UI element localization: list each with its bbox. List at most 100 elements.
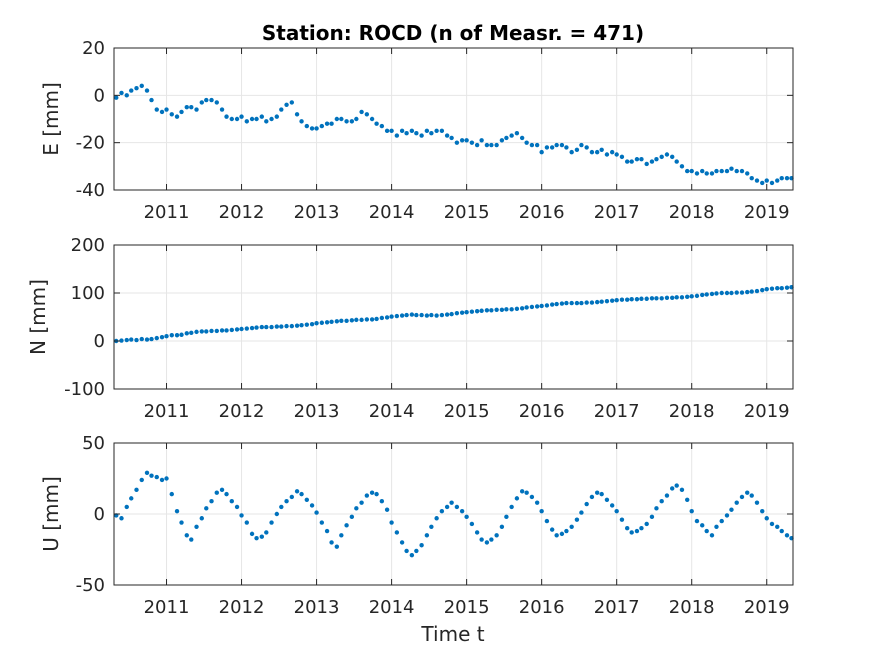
east-data-point	[394, 133, 400, 138]
up-data-point	[439, 508, 445, 514]
up-data-point	[644, 521, 649, 527]
east-data-point	[319, 123, 325, 129]
east-data-point	[154, 107, 159, 112]
east-data-point	[694, 171, 700, 176]
north-data-point	[404, 312, 409, 318]
up-data-point	[469, 521, 475, 527]
north-data-point	[529, 304, 535, 310]
east-data-point	[604, 152, 610, 157]
north-data-point	[374, 316, 379, 322]
up-data-point	[619, 517, 625, 522]
north-data-point	[199, 329, 204, 334]
north-data-point	[144, 337, 150, 342]
east-x-tick-label: 2018	[669, 202, 715, 223]
east-data-point	[284, 102, 289, 108]
north-data-point	[259, 324, 265, 330]
east-data-point	[369, 116, 375, 122]
up-data-point	[739, 494, 745, 500]
east-data-point	[219, 107, 225, 112]
up-data-point	[544, 518, 550, 524]
up-data-point	[594, 490, 600, 495]
north-data-point	[319, 320, 325, 325]
east-data-point	[119, 90, 124, 96]
up-data-point	[214, 490, 219, 495]
up-data-point	[670, 486, 675, 491]
up-data-point	[584, 501, 589, 507]
east-data-point	[249, 116, 255, 122]
up-data-point	[414, 548, 419, 554]
east-data-point	[354, 116, 359, 122]
north-data-point	[289, 323, 295, 329]
east-data-point	[724, 168, 730, 174]
east-data-point	[554, 142, 559, 148]
north-data-point	[299, 322, 304, 328]
up-data-point	[349, 514, 355, 520]
north-data-point	[234, 327, 240, 332]
north-data-point	[504, 307, 509, 312]
north-data-point	[464, 310, 469, 315]
north-data-point	[189, 330, 194, 336]
up-data-point	[379, 499, 385, 504]
up-data-point	[499, 524, 505, 529]
north-data-point	[554, 301, 559, 307]
north-data-point	[219, 328, 225, 333]
east-data-point	[514, 131, 520, 136]
up-data-point	[339, 533, 344, 538]
up-data-point	[489, 537, 494, 542]
north-data-point	[184, 331, 189, 336]
north-data-point	[409, 312, 415, 317]
north-data-point	[509, 307, 514, 312]
north-data-point	[760, 287, 765, 293]
up-data-point	[629, 530, 634, 535]
north-data-point	[394, 313, 400, 319]
up-data-point	[394, 530, 400, 535]
east-data-point	[464, 138, 469, 143]
figure-title: Station: ROCD (n of Measr. = 471)	[262, 21, 644, 45]
east-data-point	[374, 121, 379, 126]
up-data-point	[599, 491, 604, 497]
north-data-point	[775, 286, 780, 291]
up-data-point	[434, 516, 439, 521]
x-axis-title: Time t	[420, 622, 484, 646]
up-data-point	[519, 489, 525, 494]
up-data-point	[419, 543, 424, 548]
north-data-point	[719, 290, 724, 296]
north-data-point	[469, 309, 475, 314]
east-data-point	[700, 168, 705, 174]
east-axes-box	[113, 47, 794, 191]
east-data-point	[294, 112, 300, 117]
north-data-point	[499, 307, 505, 312]
north-data-point	[564, 300, 569, 306]
east-data-point	[334, 116, 340, 122]
east-data-point	[299, 119, 304, 124]
north-data-point	[274, 324, 280, 329]
up-data-point	[329, 540, 334, 545]
up-panel: U [mm] 2011 2012 2013 2014 2015 2016 2017 2018 2…	[39, 433, 794, 618]
up-data-point	[304, 497, 310, 502]
up-data-point	[204, 506, 209, 511]
east-data-point	[594, 149, 600, 155]
up-data-point	[179, 520, 184, 525]
up-data-point	[154, 474, 159, 480]
north-x-tick-label: 2014	[369, 401, 415, 422]
up-data-point	[244, 520, 249, 525]
up-data-point	[139, 477, 144, 483]
east-x-tick-label: 2019	[744, 202, 790, 223]
east-data-point	[454, 140, 460, 145]
up-data-point	[229, 499, 234, 504]
east-data-point	[474, 142, 480, 148]
north-data-point	[269, 324, 274, 330]
north-y-tick-label: -100	[64, 379, 105, 400]
north-data-point	[649, 296, 655, 301]
east-data-point	[399, 128, 405, 134]
north-data-point	[670, 295, 675, 300]
east-data-point	[704, 171, 709, 176]
north-y-tick-label: 100	[71, 283, 105, 304]
up-data-point	[164, 476, 169, 481]
up-data-point	[249, 531, 255, 537]
up-data-point	[234, 504, 240, 510]
east-data-point	[634, 157, 640, 162]
up-data-point	[199, 516, 204, 521]
up-data-point	[760, 508, 765, 514]
